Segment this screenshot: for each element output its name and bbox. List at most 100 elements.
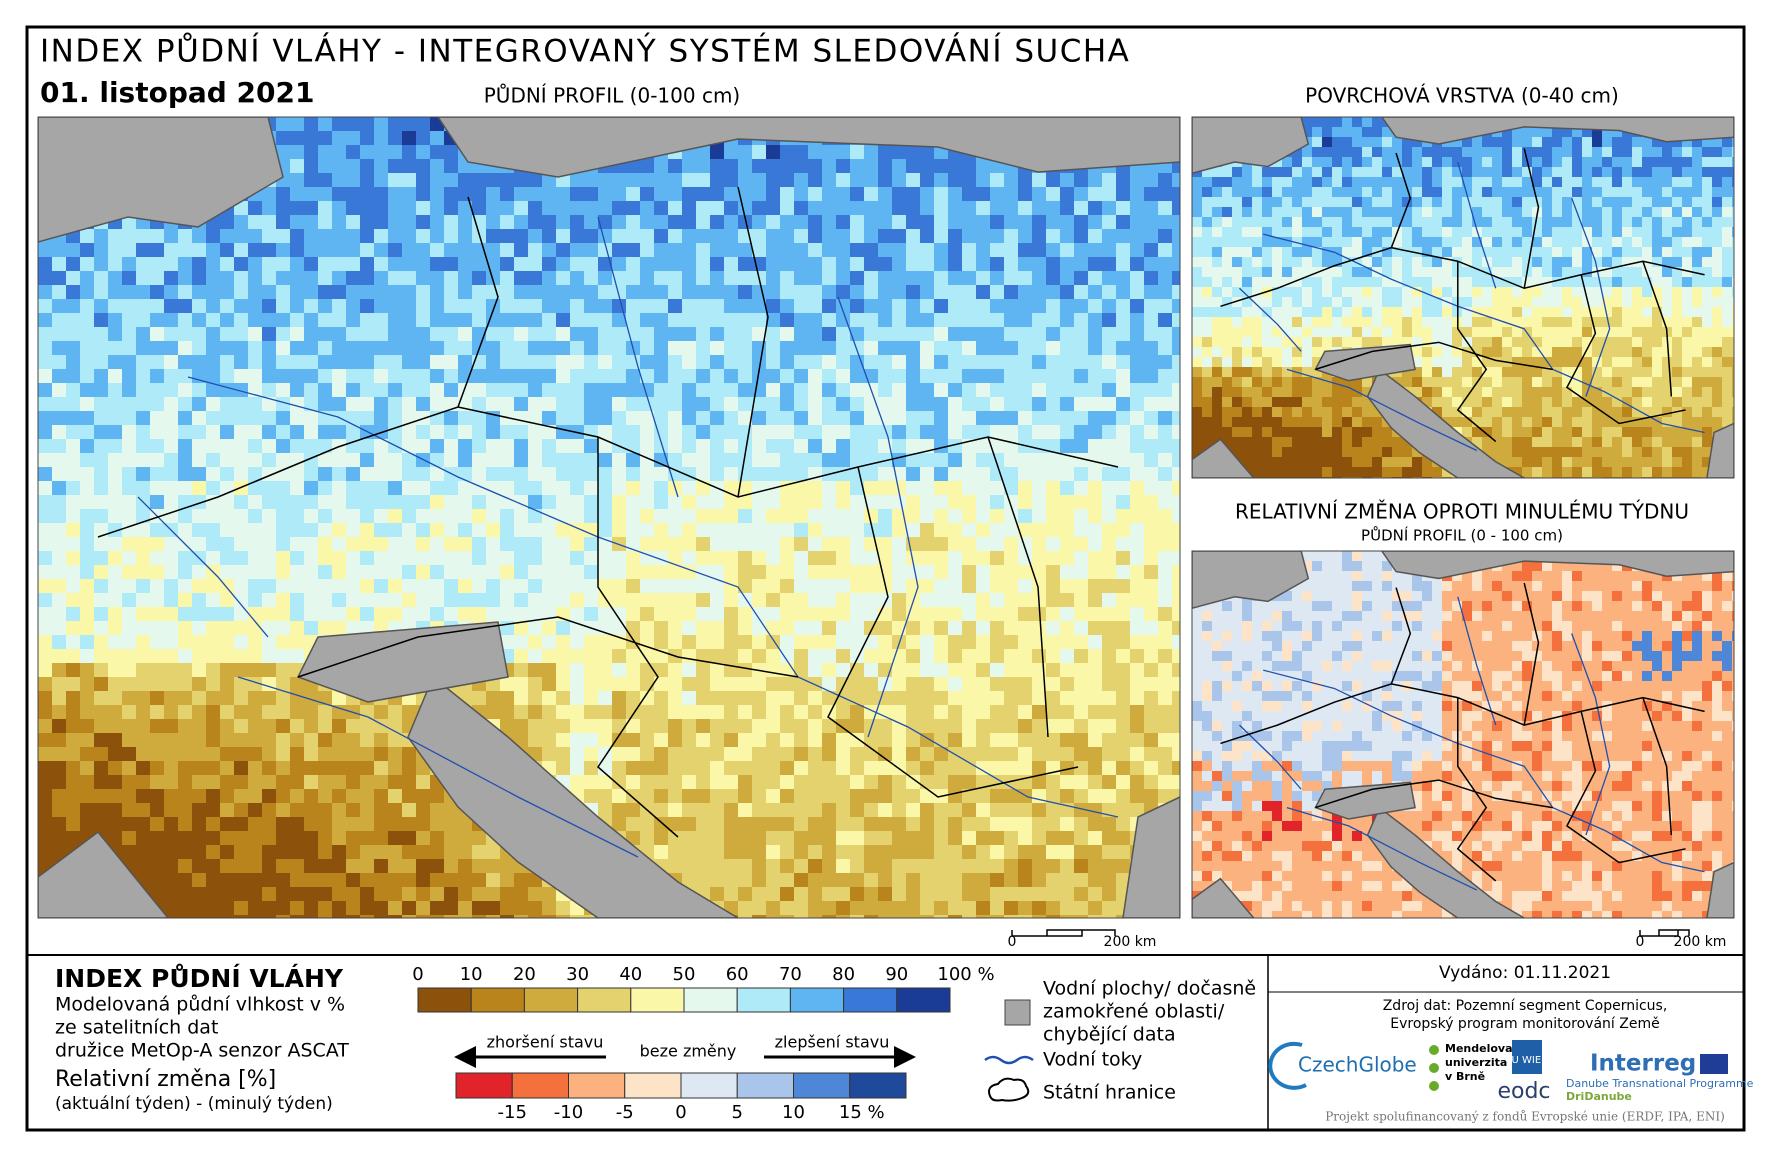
- map-cell: [1472, 147, 1483, 158]
- map-cell: [52, 509, 67, 524]
- map-cell: [654, 369, 669, 384]
- map-cell: [346, 915, 361, 918]
- map-cell: [38, 299, 53, 314]
- map-cell: [304, 705, 319, 720]
- map-cell: [220, 425, 235, 440]
- map-cell: [318, 915, 333, 918]
- map-cell: [1522, 147, 1533, 158]
- map-cell: [164, 859, 179, 874]
- map-cell: [206, 327, 221, 342]
- map-cell: [878, 201, 893, 216]
- map-cell: [164, 299, 179, 314]
- map-cell: [500, 173, 515, 188]
- map-cell: [346, 579, 361, 594]
- map-cell: [1046, 229, 1061, 244]
- map-cell: [1130, 719, 1145, 734]
- map-cell: [374, 467, 389, 482]
- map-cell: [1088, 453, 1103, 468]
- map-cell: [584, 677, 599, 692]
- map-cell: [738, 817, 753, 832]
- map-cell: [122, 397, 137, 412]
- map-cell: [906, 649, 921, 664]
- map-cell: [416, 775, 431, 790]
- map-cell: [808, 873, 823, 888]
- map-cell: [682, 705, 697, 720]
- map-cell: [318, 551, 333, 566]
- map-cell: [584, 229, 599, 244]
- map-cell: [584, 705, 599, 720]
- map-cell: [654, 159, 669, 174]
- map-cell: [514, 341, 529, 356]
- map-cell: [990, 397, 1005, 412]
- map-cell: [640, 747, 655, 762]
- map-cell: [332, 131, 347, 146]
- map-cell: [38, 733, 53, 748]
- map-cell: [948, 257, 963, 272]
- map-cell: [248, 607, 263, 622]
- map-cell: [248, 285, 263, 300]
- map-cell: [290, 887, 305, 902]
- map-cell: [346, 803, 361, 818]
- map-cell: [948, 691, 963, 706]
- map-cell: [850, 761, 865, 776]
- map-cell: [1004, 229, 1019, 244]
- map-cell: [976, 481, 991, 496]
- map-cell: [472, 453, 487, 468]
- map-cell: [962, 621, 977, 636]
- map-cell: [878, 887, 893, 902]
- map-cell: [668, 467, 683, 482]
- map-cell: [360, 313, 375, 328]
- map-cell: [864, 593, 879, 608]
- map-cell: [640, 705, 655, 720]
- map-cell: [206, 425, 221, 440]
- map-cell: [248, 789, 263, 804]
- map-cell: [976, 257, 991, 272]
- map-cell: [780, 509, 795, 524]
- map-cell: [682, 775, 697, 790]
- map-cell: [500, 551, 515, 566]
- map-cell: [1172, 243, 1180, 258]
- map-cell: [794, 719, 809, 734]
- map-cell: [430, 481, 445, 496]
- map-cell: [1172, 789, 1180, 804]
- map-cell: [990, 215, 1005, 230]
- map-cell: [52, 761, 67, 776]
- map-cell: [500, 579, 515, 594]
- map-cell: [262, 453, 277, 468]
- map-cell: [1102, 495, 1117, 510]
- map-cell: [318, 173, 333, 188]
- map-cell: [458, 299, 473, 314]
- map-cell: [612, 453, 627, 468]
- map-cell: [402, 215, 417, 230]
- map-cell: [444, 411, 459, 426]
- map-cell: [892, 369, 907, 384]
- map-cell: [1352, 147, 1363, 158]
- map-cell: [514, 635, 529, 650]
- map-cell: [332, 845, 347, 860]
- map-cell: [248, 313, 263, 328]
- map-cell: [906, 845, 921, 860]
- map-cell: [80, 243, 95, 258]
- map-cell: [136, 593, 151, 608]
- map-cell: [164, 733, 179, 748]
- map-cell: [486, 187, 501, 202]
- map-cell: [584, 565, 599, 580]
- map-cell: [584, 579, 599, 594]
- map-cell: [402, 313, 417, 328]
- map-cell: [724, 873, 739, 888]
- map-cell: [276, 229, 291, 244]
- map-cell: [430, 439, 445, 454]
- map-cell: [108, 649, 123, 664]
- map-cell: [318, 509, 333, 524]
- map-cell: [724, 509, 739, 524]
- map-cell: [234, 915, 249, 918]
- map-cell: [696, 201, 711, 216]
- map-cell: [696, 425, 711, 440]
- map-cell: [38, 831, 53, 846]
- map-cell: [752, 215, 767, 230]
- map-cell: [934, 355, 949, 370]
- map-cell: [1088, 439, 1103, 454]
- map-cell: [1144, 271, 1159, 286]
- map-cell: [234, 481, 249, 496]
- map-cell: [1102, 327, 1117, 342]
